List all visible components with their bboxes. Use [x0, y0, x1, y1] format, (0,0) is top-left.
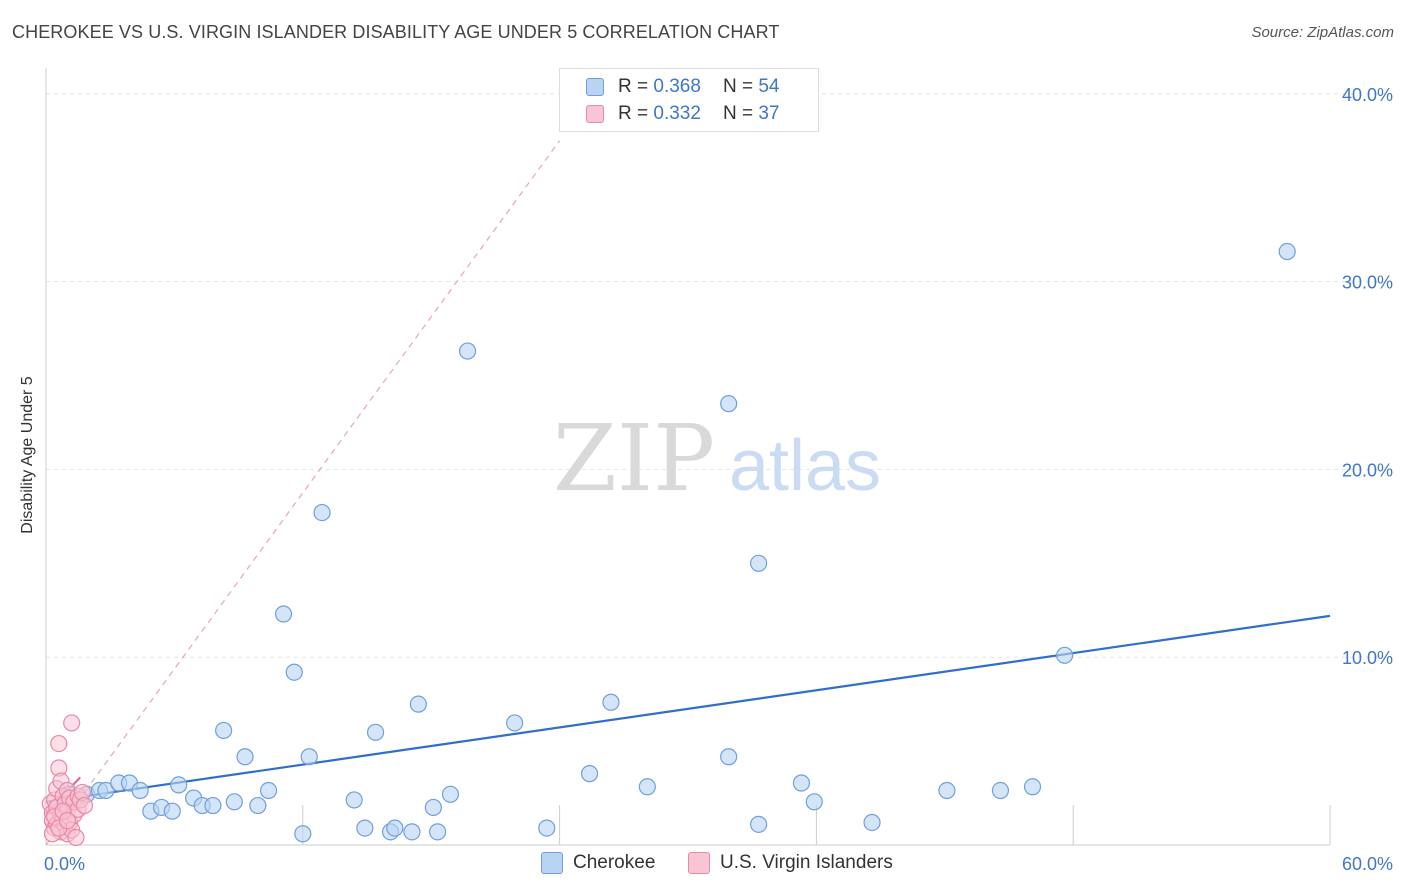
point-cherokee-49	[1023, 778, 1042, 796]
point-cherokee-22	[300, 748, 318, 766]
point-cherokee-13	[204, 796, 222, 815]
point-cherokee-29	[403, 823, 421, 841]
point-cherokee-15	[225, 793, 243, 811]
legend-r-label: R =	[618, 76, 649, 97]
legend-swatch-usvi	[586, 105, 604, 123]
point-usvi-36	[58, 811, 77, 830]
point-cherokee-30	[409, 695, 427, 713]
point-cherokee-34	[458, 342, 477, 360]
point-cherokee-41	[720, 748, 738, 766]
point-cherokee-37	[580, 765, 599, 783]
chart-title: CHEROKEE VS U.S. VIRGIN ISLANDER DISABIL…	[12, 22, 780, 42]
point-cherokee-33	[441, 785, 460, 803]
point-cherokee-32	[429, 823, 447, 841]
point-usvi-23	[63, 714, 81, 732]
legend-r-value-cherokee: 0.368	[653, 76, 701, 97]
y-tick-label-1: 20.0%	[1342, 460, 1393, 480]
bottom-legend-swatch-usvi	[688, 852, 710, 874]
point-usvi-8	[50, 734, 68, 753]
legend-row-usvi: R = 0.332 N = 37	[586, 102, 779, 126]
point-cherokee-26	[366, 723, 385, 741]
point-cherokee-18	[259, 781, 278, 800]
grid-lines	[46, 93, 1392, 658]
point-cherokee-10	[170, 776, 188, 794]
point-usvi-26	[67, 828, 85, 847]
legend-r-label: R =	[618, 103, 649, 124]
watermark-atlas: atlas	[729, 426, 881, 506]
point-cherokee-46	[863, 813, 881, 832]
point-cherokee-16	[236, 748, 254, 766]
point-cherokee-20	[285, 663, 303, 681]
point-cherokee-42	[750, 554, 768, 572]
point-cherokee-6	[131, 781, 149, 800]
legend-swatch-cherokee	[586, 78, 604, 96]
bottom-legend-usvi: U.S. Virgin Islanders	[688, 852, 893, 874]
bottom-legend-swatch-cherokee	[541, 852, 563, 874]
point-cherokee-14	[215, 721, 233, 740]
point-cherokee-23	[313, 503, 331, 522]
trend-line-cherokee	[45, 614, 1331, 803]
point-cherokee-40	[720, 395, 738, 413]
data-points	[41, 242, 1296, 847]
point-cherokee-48	[991, 781, 1010, 800]
point-cherokee-51	[1278, 242, 1296, 261]
source-label: Source: ZipAtlas.com	[1251, 24, 1394, 41]
point-cherokee-36	[538, 819, 556, 837]
legend-n-label: N =	[722, 103, 754, 124]
bottom-legend-label-usvi: U.S. Virgin Islanders	[720, 852, 893, 873]
tick-labels: 10.0% 20.0% 30.0% 40.0% 0.0% 60.0%	[44, 85, 1393, 874]
point-cherokee-25	[356, 819, 374, 837]
watermark: ZIP atlas	[553, 405, 881, 512]
x-tick-label-1: 60.0%	[1342, 854, 1393, 874]
point-cherokee-31	[424, 798, 442, 817]
point-cherokee-9	[163, 802, 181, 820]
y-tick-label-0: 10.0%	[1342, 648, 1393, 668]
point-cherokee-19	[274, 605, 293, 623]
point-cherokee-17	[249, 796, 267, 815]
y-tick-label-3: 40.0%	[1342, 85, 1393, 105]
legend-row-cherokee: R = 0.368 N = 54	[586, 75, 779, 99]
point-cherokee-39	[638, 778, 656, 796]
point-cherokee-28	[386, 819, 404, 837]
bottom-legend-cherokee: Cherokee	[541, 852, 655, 874]
point-cherokee-3	[97, 781, 115, 800]
bottom-legend-label-cherokee: Cherokee	[573, 852, 656, 873]
point-cherokee-38	[602, 693, 620, 711]
point-cherokee-45	[805, 793, 823, 811]
legend-n-value-cherokee: 54	[758, 76, 780, 97]
y-tick-label-2: 30.0%	[1342, 273, 1393, 293]
x-tick-label-0: 0.0%	[44, 854, 85, 874]
watermark-zip: ZIP	[553, 405, 715, 512]
point-cherokee-43	[750, 815, 768, 833]
point-cherokee-24	[345, 791, 363, 809]
legend-n-value-usvi: 37	[758, 103, 780, 124]
legend-n-label: N =	[722, 76, 754, 97]
point-cherokee-35	[506, 714, 524, 732]
point-usvi-31	[75, 796, 94, 815]
point-cherokee-21	[294, 825, 312, 843]
legend: R = 0.368 N = 54 R = 0.332 N = 37	[559, 68, 819, 132]
point-cherokee-50	[1056, 646, 1074, 664]
trend-line-usvi-extended	[45, 140, 561, 846]
legend-r-value-usvi: 0.332	[653, 103, 701, 124]
point-cherokee-44	[792, 774, 811, 792]
point-cherokee-47	[938, 781, 956, 800]
